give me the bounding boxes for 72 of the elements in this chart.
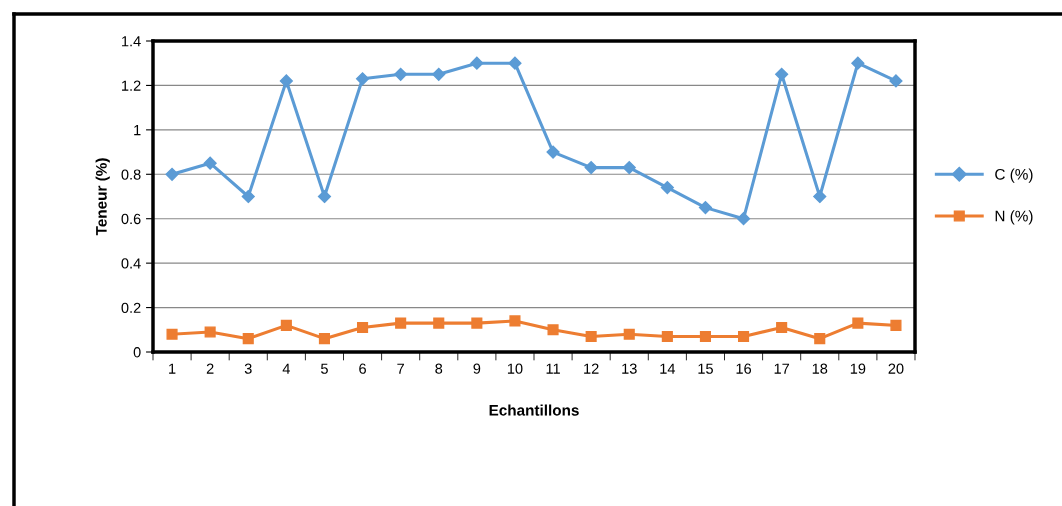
point (890, 319, 902, 331)
point (851, 56, 865, 70)
point (433, 317, 445, 329)
point (776, 322, 788, 334)
point (279, 74, 293, 88)
point (203, 156, 217, 170)
point (585, 330, 597, 343)
point (814, 333, 826, 345)
point (395, 317, 407, 329)
point (852, 317, 864, 329)
point (547, 324, 559, 336)
point (699, 330, 712, 343)
legend-label: N (%) (995, 210, 1033, 225)
point (775, 67, 789, 81)
point (661, 330, 673, 343)
point (470, 56, 484, 70)
point (355, 72, 370, 86)
point (280, 319, 292, 331)
point (546, 145, 560, 159)
point (471, 317, 483, 329)
point (813, 189, 827, 204)
point (508, 56, 522, 70)
x-tick-label: 14 (660, 363, 676, 374)
x-axis-title: Echantillons (489, 404, 579, 416)
point (432, 67, 446, 81)
point (394, 67, 408, 81)
legend-label: C (%) (995, 168, 1033, 183)
point (317, 189, 332, 204)
y-tick-label: 1.4 (122, 36, 141, 47)
point (356, 322, 369, 334)
y-tick-label: 1.2 (122, 80, 141, 91)
x-tick-label: 6 (359, 363, 366, 374)
x-tick-label: 10 (507, 363, 523, 374)
x-tick-label: 16 (736, 363, 752, 374)
point (660, 181, 674, 195)
x-tick-label: 4 (282, 363, 290, 374)
point (737, 330, 750, 343)
point (241, 189, 255, 204)
point (204, 326, 216, 338)
point (509, 315, 521, 327)
y-tick-label: 1 (134, 125, 141, 136)
y-tick-label: 0 (133, 347, 141, 358)
x-tick-label: 20 (888, 363, 904, 374)
y-tick-label: 0.4 (121, 258, 141, 269)
x-tick-label: 5 (320, 363, 328, 374)
x-tick-label: 3 (244, 363, 252, 374)
point (165, 167, 179, 181)
x-tick-label: 9 (473, 363, 481, 374)
y-axis-title: Teneur (%) (95, 158, 110, 236)
x-tick-label: 18 (812, 363, 828, 374)
x-tick-label: 7 (397, 363, 404, 374)
point (318, 333, 331, 345)
point (584, 161, 598, 175)
x-tick-label: 15 (698, 363, 713, 374)
point (736, 212, 751, 226)
x-tick-label: 11 (546, 363, 560, 374)
point (889, 74, 903, 88)
y-tick-label: 0.2 (121, 302, 141, 313)
point (622, 161, 636, 175)
y-tick-label: 0.6 (121, 213, 141, 225)
x-tick-label: 12 (584, 363, 599, 374)
point (242, 333, 254, 345)
x-tick-label: 17 (774, 363, 790, 374)
x-tick-label: 8 (435, 363, 443, 374)
x-tick-label: 2 (206, 363, 214, 374)
point (623, 328, 635, 340)
x-tick-label: 13 (622, 363, 637, 374)
point (698, 201, 713, 215)
x-tick-label: 1 (169, 363, 176, 374)
point (166, 328, 178, 340)
y-tick-label: 0.8 (121, 169, 141, 180)
x-tick-label: 19 (850, 363, 866, 374)
